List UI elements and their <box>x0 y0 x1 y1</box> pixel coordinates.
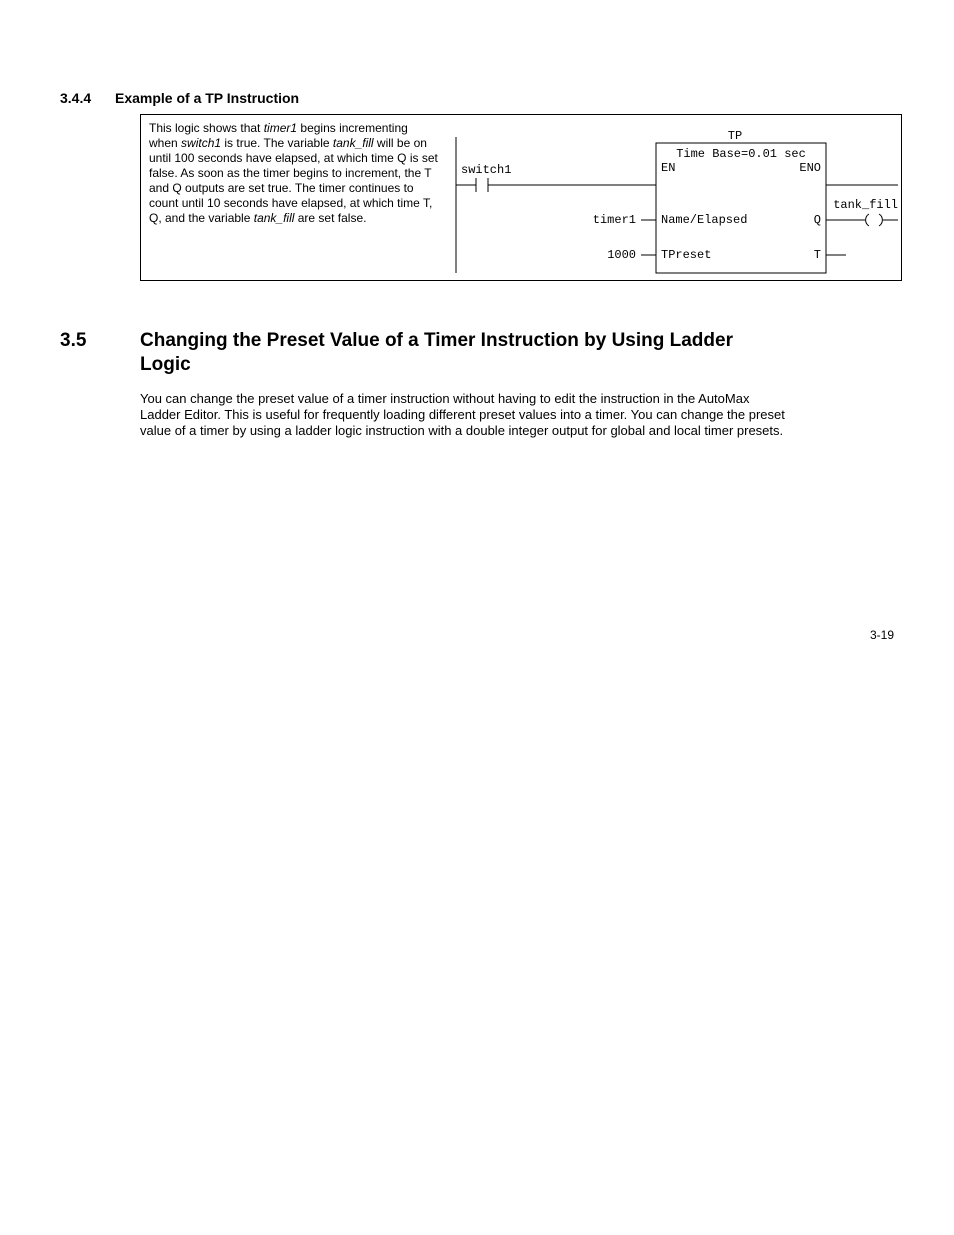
ladder-diagram: switch1 TP Time Base=0.01 sec EN ENO tim… <box>446 115 901 280</box>
section-344-title: Example of a TP Instruction <box>115 90 299 106</box>
section-35-title: Changing the Preset Value of a Timer Ins… <box>140 329 760 377</box>
label-t: T <box>814 248 821 262</box>
example-box: This logic shows that timer1 begins incr… <box>140 114 902 281</box>
section-35-body: You can change the preset value of a tim… <box>140 391 790 439</box>
text-run: This logic shows that <box>149 121 264 135</box>
label-preset-val: 1000 <box>607 248 636 262</box>
text-run-italic: tank_fill <box>254 211 295 225</box>
text-run-italic: tank_fill <box>333 136 374 150</box>
section-344-heading: 3.4.4 Example of a TP Instruction <box>60 90 894 106</box>
text-run: is true. The variable <box>221 136 333 150</box>
label-switch1: switch1 <box>461 163 511 177</box>
label-eno: ENO <box>799 161 821 175</box>
text-run: are set false. <box>294 211 366 225</box>
label-en: EN <box>661 161 675 175</box>
label-timebase: Time Base=0.01 sec <box>676 147 806 161</box>
label-name-elapsed: Name/Elapsed <box>661 213 747 227</box>
page: 3.4.4 Example of a TP Instruction This l… <box>0 0 954 1235</box>
page-number: 3-19 <box>870 628 894 642</box>
section-35-number: 3.5 <box>60 329 140 352</box>
text-run-italic: switch1 <box>181 136 221 150</box>
ladder-svg: switch1 TP Time Base=0.01 sec EN ENO tim… <box>446 115 901 280</box>
label-timer1: timer1 <box>593 213 636 227</box>
label-tank-fill: tank_fill <box>833 198 898 212</box>
section-35-heading: 3.5 Changing the Preset Value of a Timer… <box>60 329 894 377</box>
example-text: This logic shows that timer1 begins incr… <box>141 115 446 280</box>
text-run-italic: timer1 <box>264 121 297 135</box>
label-tp: TP <box>728 129 742 143</box>
label-tpreset: TPreset <box>661 248 711 262</box>
section-344-number: 3.4.4 <box>60 90 115 106</box>
label-q: Q <box>814 213 821 227</box>
